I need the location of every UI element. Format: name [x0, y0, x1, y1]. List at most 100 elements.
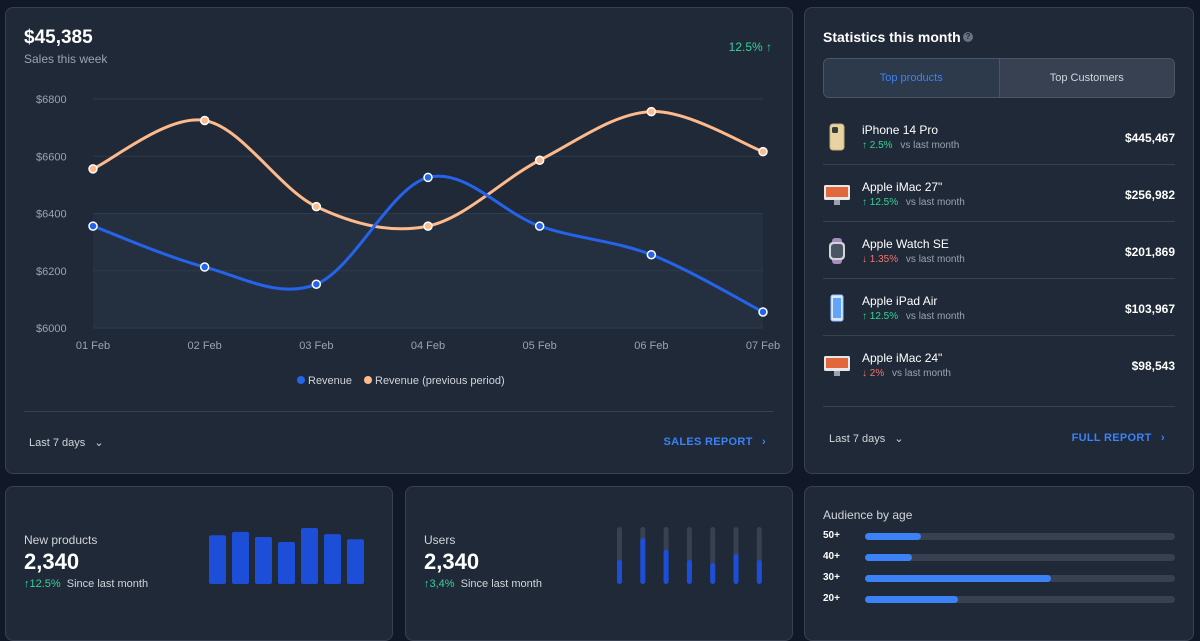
- ipad-icon: [830, 294, 844, 322]
- product-row[interactable]: Apple Watch SE ↓ 1.35% vs last month $20…: [823, 223, 1175, 279]
- age-row: 40+: [823, 551, 1175, 563]
- help-icon[interactable]: ?: [963, 32, 973, 42]
- arrow-up-icon: ↑: [862, 140, 867, 151]
- legend-label: Revenue: [308, 375, 352, 387]
- x-tick-label: 02 Feb: [188, 340, 222, 352]
- product-name: Apple iMac 24": [862, 351, 943, 365]
- statistics-title: Statistics this month: [823, 29, 961, 45]
- data-point: [199, 262, 210, 272]
- product-row[interactable]: Apple iMac 24" ↓ 2% vs last month $98,54…: [823, 337, 1175, 393]
- bar: [278, 542, 295, 584]
- bar: [347, 539, 364, 584]
- age-track: [865, 596, 1175, 603]
- data-point: [534, 221, 545, 231]
- age-row: 20+: [823, 593, 1175, 605]
- range-dropdown[interactable]: Last 7 days ⌄: [829, 432, 904, 445]
- divider: [823, 406, 1175, 407]
- bar: [710, 562, 716, 584]
- kpi-value: 2,340: [424, 549, 480, 574]
- statistics-tabs: Top products Top Customers: [823, 58, 1175, 98]
- age-label: 40+: [823, 551, 840, 562]
- product-change: ↓ 1.35% vs last month: [862, 254, 965, 265]
- chevron-right-icon: ›: [1161, 432, 1165, 444]
- arrow-up-icon: ↑: [862, 311, 867, 322]
- users-card: Users 2,340 ↑3,4% Since last month: [405, 486, 793, 641]
- kpi-label: Users: [424, 533, 456, 547]
- age-label: 50+: [823, 530, 840, 541]
- kpi-change: ↑3,4% Since last month: [424, 578, 542, 590]
- bar: [324, 534, 341, 584]
- data-point: [311, 279, 322, 289]
- bar: [663, 549, 669, 584]
- data-point: [88, 164, 98, 174]
- chevron-down-icon: ⌄: [94, 437, 104, 449]
- x-tick-label: 06 Feb: [634, 340, 668, 352]
- new-products-card: New products 2,340 ↑12.5% Since last mon…: [5, 486, 393, 641]
- audience-title: Audience by age: [823, 508, 913, 522]
- data-point: [423, 172, 433, 183]
- imac-icon: [824, 185, 850, 205]
- y-tick-label: $6600: [36, 151, 67, 163]
- range-dropdown-label: Last 7 days: [829, 433, 886, 445]
- sales-amount: $45,385: [24, 27, 93, 48]
- product-row[interactable]: Apple iPad Air ↑ 12.5% vs last month $10…: [823, 280, 1175, 336]
- age-track: [865, 575, 1175, 582]
- product-name: Apple iPad Air: [862, 294, 938, 308]
- tab-top-products[interactable]: Top products: [824, 59, 1000, 97]
- sales-card: $45,385 Sales this week 12.5% ↑ $6800 $66…: [5, 7, 793, 474]
- data-point: [534, 155, 545, 166]
- arrow-up-icon: ↑: [862, 197, 867, 208]
- tab-top-customers[interactable]: Top Customers: [999, 59, 1174, 97]
- product-change: ↑ 12.5% vs last month: [862, 311, 965, 322]
- arrow-down-icon: ↓: [862, 368, 867, 379]
- bar: [232, 531, 249, 584]
- data-point: [199, 115, 210, 126]
- bar: [255, 536, 272, 584]
- product-change: ↑ 12.5% vs last month: [862, 197, 965, 208]
- y-tick-label: $6200: [36, 266, 67, 278]
- bar: [617, 560, 622, 584]
- new-products-bar-chart: [209, 528, 364, 584]
- product-name: Apple iMac 27": [862, 180, 943, 194]
- age-label: 30+: [823, 572, 840, 583]
- legend-swatch: [297, 376, 305, 384]
- age-fill: [865, 575, 1051, 582]
- age-fill: [865, 554, 912, 561]
- age-row: 50+: [823, 530, 1175, 542]
- x-tick-label: 01 Feb: [76, 340, 110, 352]
- full-report-link[interactable]: FULL REPORT ›: [1072, 432, 1165, 444]
- sales-report-label: SALES REPORT: [663, 436, 753, 448]
- age-row: 30+: [823, 572, 1175, 584]
- product-name: Apple Watch SE: [862, 237, 949, 251]
- x-tick-label: 04 Feb: [411, 340, 445, 352]
- product-row[interactable]: Apple iMac 27" ↑ 12.5% vs last month $25…: [823, 166, 1175, 222]
- chevron-down-icon: ⌄: [894, 433, 904, 445]
- age-fill: [865, 596, 958, 603]
- product-row[interactable]: iPhone 14 Pro ↑ 2.5% vs last month $445,…: [823, 109, 1175, 165]
- y-tick-label: $6000: [36, 323, 67, 335]
- imac-icon: [824, 356, 850, 376]
- x-tick-label: 05 Feb: [523, 340, 557, 352]
- age-track: [865, 533, 1175, 540]
- kpi-change: ↑12.5% Since last month: [24, 578, 149, 590]
- series-line: [92, 110, 764, 231]
- sales-report-link[interactable]: SALES REPORT ›: [664, 436, 767, 448]
- data-point: [646, 249, 657, 260]
- data-point: [758, 307, 768, 317]
- bar: [733, 553, 739, 584]
- product-price: $103,967: [1124, 302, 1175, 316]
- watch-icon: [829, 238, 845, 264]
- bar: [301, 528, 318, 584]
- bar: [686, 560, 692, 584]
- data-point: [88, 221, 98, 231]
- product-price: $256,982: [1124, 188, 1175, 202]
- users-bar-chart: [617, 527, 762, 584]
- statistics-card: Statistics this month ? Top products Top…: [804, 7, 1194, 474]
- legend-label: Revenue (previous period): [375, 375, 505, 387]
- y-tick-label: $6800: [36, 94, 67, 106]
- product-change: ↓ 2% vs last month: [862, 368, 951, 379]
- x-tick-label: 03 Feb: [299, 340, 333, 352]
- product-price: $445,467: [1124, 131, 1175, 145]
- sales-growth: 12.5% ↑: [728, 40, 772, 54]
- range-dropdown[interactable]: Last 7 days ⌄: [29, 436, 104, 449]
